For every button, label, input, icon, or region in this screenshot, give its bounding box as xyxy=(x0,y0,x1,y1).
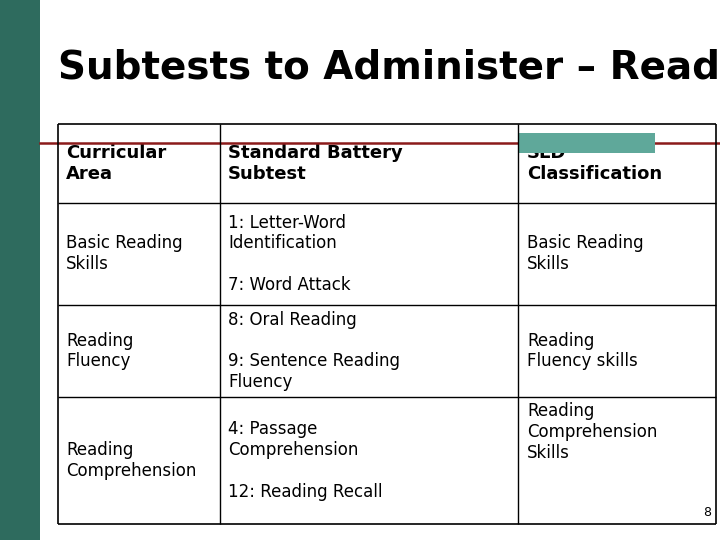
Text: 8: Oral Reading

9: Sentence Reading
Fluency: 8: Oral Reading 9: Sentence Reading Flue… xyxy=(228,311,400,391)
Bar xyxy=(518,133,655,153)
Text: Reading
Fluency skills: Reading Fluency skills xyxy=(527,332,638,370)
Text: Basic Reading
Skills: Basic Reading Skills xyxy=(527,234,644,273)
Text: Reading
Comprehension
Skills: Reading Comprehension Skills xyxy=(527,402,657,462)
Text: Subtests to Administer – Reading: Subtests to Administer – Reading xyxy=(58,49,720,86)
Bar xyxy=(0,0,40,540)
Text: 1: Letter-Word
Identification

7: Word Attack: 1: Letter-Word Identification 7: Word At… xyxy=(228,214,351,294)
Text: 8: 8 xyxy=(703,507,711,519)
Text: Basic Reading
Skills: Basic Reading Skills xyxy=(66,234,183,273)
Text: Curricular
Area: Curricular Area xyxy=(66,144,166,183)
Text: Reading
Comprehension: Reading Comprehension xyxy=(66,441,197,480)
Text: Standard Battery
Subtest: Standard Battery Subtest xyxy=(228,144,403,183)
Text: Reading
Fluency: Reading Fluency xyxy=(66,332,134,370)
Text: 4: Passage
Comprehension

12: Reading Recall: 4: Passage Comprehension 12: Reading Rec… xyxy=(228,420,383,501)
Text: SLD
Classification: SLD Classification xyxy=(527,144,662,183)
